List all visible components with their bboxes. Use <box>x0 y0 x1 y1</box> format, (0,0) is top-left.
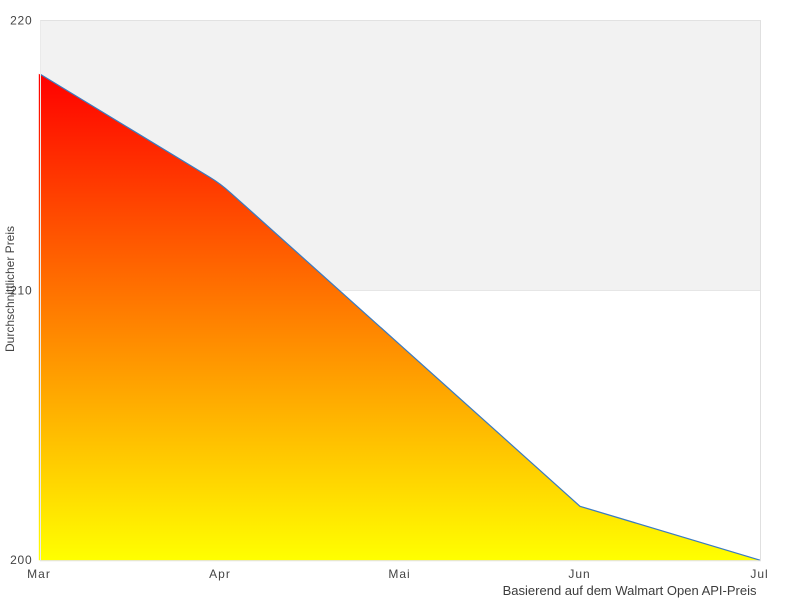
svg-text:Basierend auf dem Walmart Open: Basierend auf dem Walmart Open API-Preis <box>503 583 757 598</box>
svg-text:Mar: Mar <box>27 567 51 581</box>
svg-text:210: 210 <box>10 284 32 298</box>
svg-text:Jul: Jul <box>750 567 768 581</box>
svg-text:Durchschnittlicher Preis: Durchschnittlicher Preis <box>3 226 17 352</box>
svg-text:Mai: Mai <box>388 567 410 581</box>
svg-text:200: 200 <box>10 553 32 567</box>
svg-text:Jun: Jun <box>568 567 590 581</box>
svg-text:220: 220 <box>10 14 32 28</box>
svg-text:Apr: Apr <box>209 567 231 581</box>
